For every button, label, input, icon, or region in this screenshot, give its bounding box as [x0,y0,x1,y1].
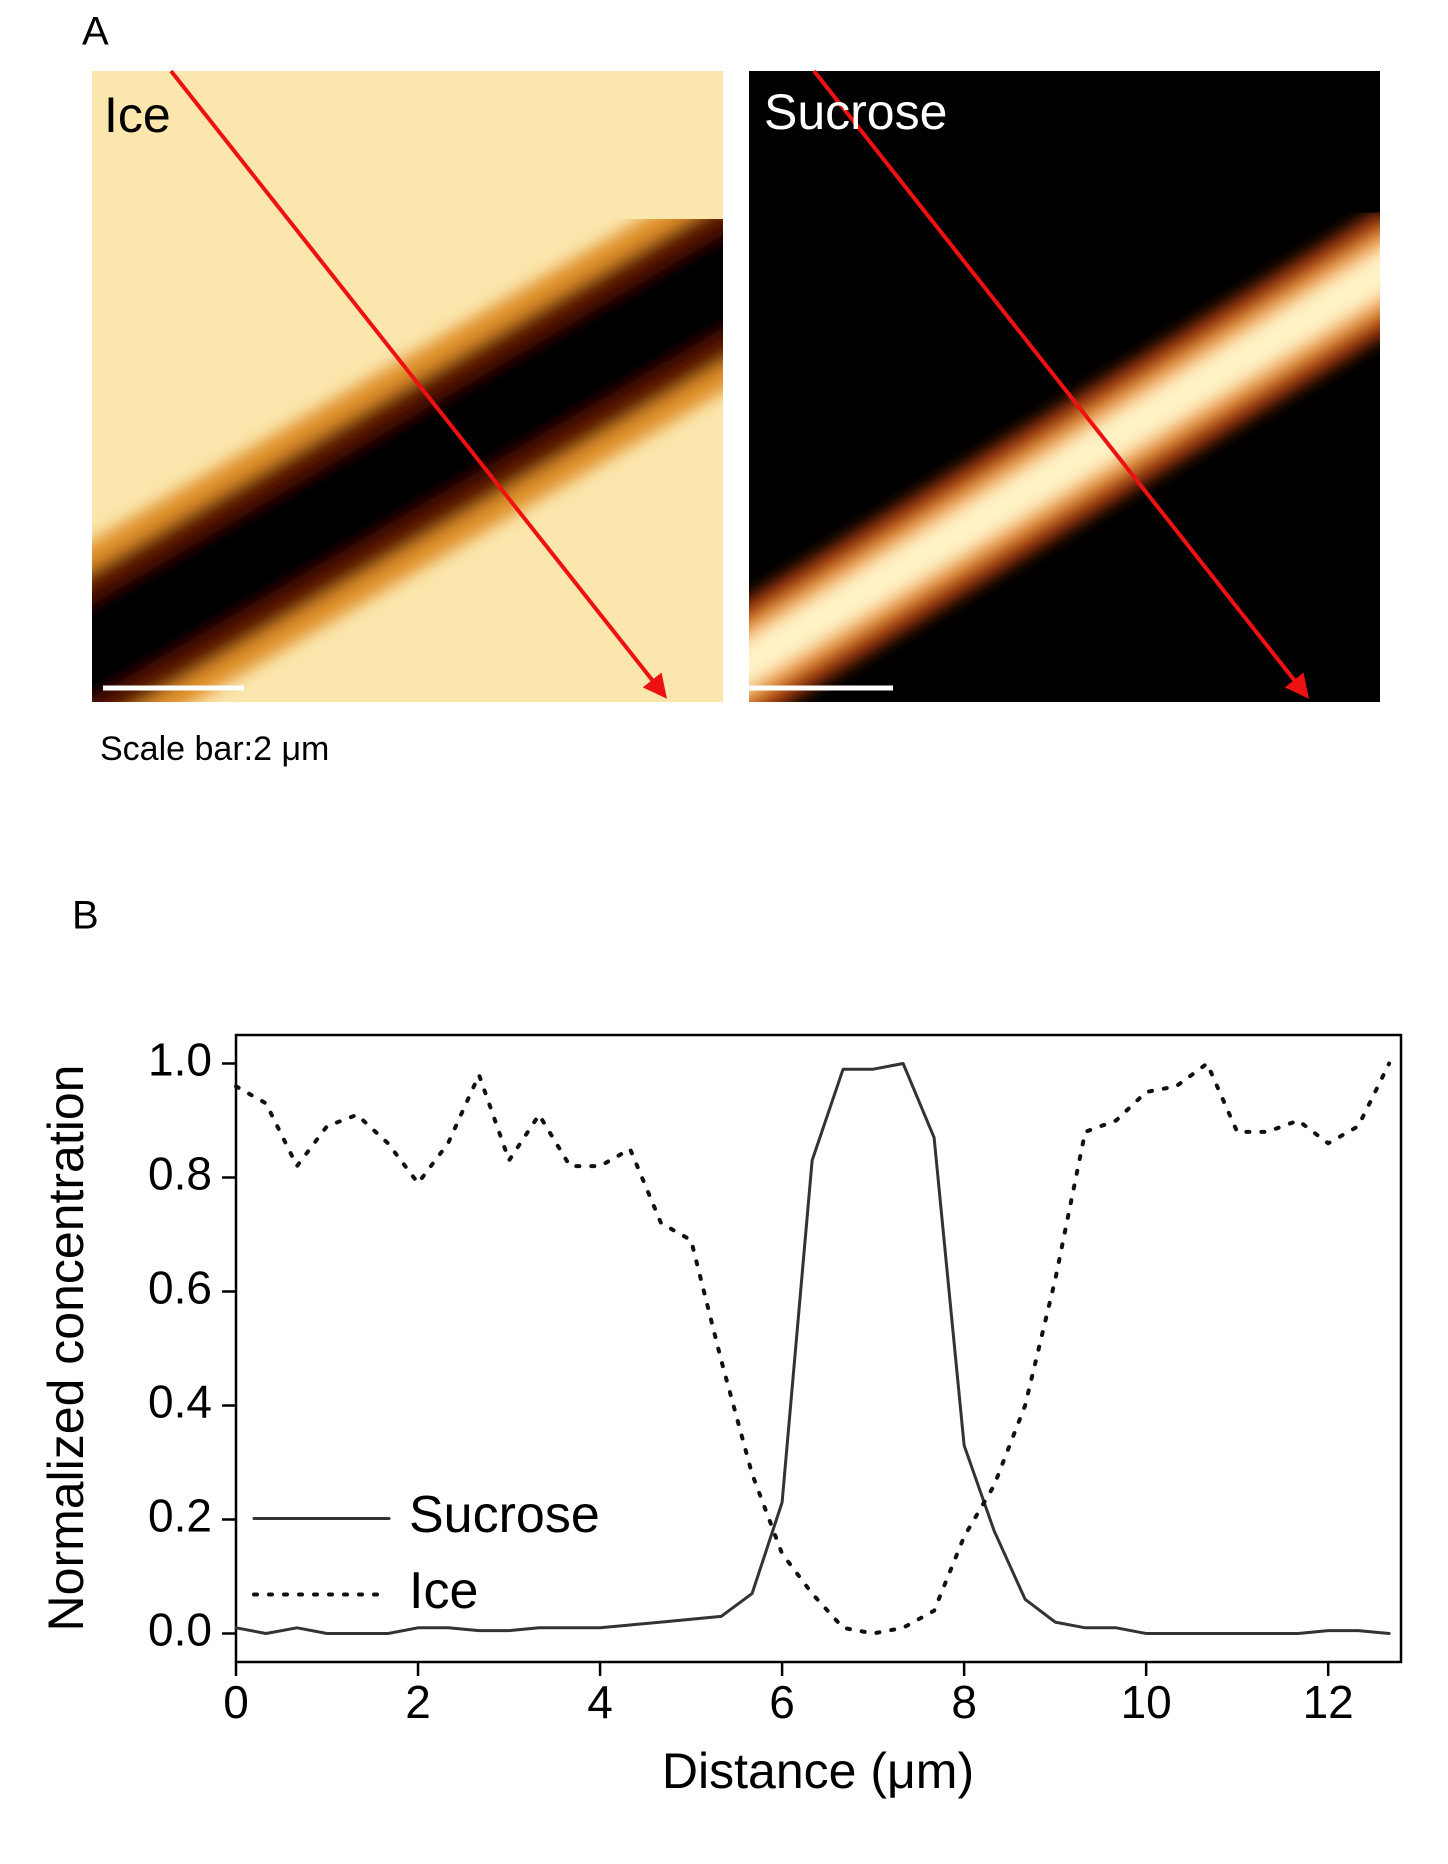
series-line [234,1061,1392,1636]
legend-label: Ice [409,1562,478,1620]
y-tick-label: 1.0 [148,1034,212,1086]
x-tick-label: 0 [223,1676,249,1728]
x-tick-label: 4 [587,1676,613,1728]
profile-arrow [812,69,1309,699]
panel-label: A [82,10,109,54]
x-axis-label: Distance (μm) [662,1743,974,1799]
y-tick-label: 0.8 [148,1148,212,1200]
scale-note: Scale bar:2 μm [100,730,329,768]
y-tick-label: 0.2 [148,1490,212,1542]
profile-arrow [169,69,667,699]
y-tick-label: 0.4 [148,1376,212,1428]
series-line [234,1062,1391,1635]
legend-label: Sucrose [409,1486,600,1544]
x-tick-label: 6 [769,1676,795,1728]
plot-frame [234,1033,1403,1664]
x-tick-label: 12 [1303,1676,1354,1728]
y-axis-label: Normalized concentration [38,1065,94,1632]
image-label: Sucrose [764,84,947,140]
y-tick-label: 0.6 [148,1262,212,1314]
x-tick-label: 8 [951,1676,977,1728]
x-tick-label: 10 [1121,1676,1172,1728]
sucrose-image [749,71,1380,702]
x-tick-label: 2 [405,1676,431,1728]
ice-image [92,71,723,702]
panel-label: B [72,894,99,938]
y-tick-label: 0.0 [148,1604,212,1656]
image-label: Ice [104,87,171,143]
